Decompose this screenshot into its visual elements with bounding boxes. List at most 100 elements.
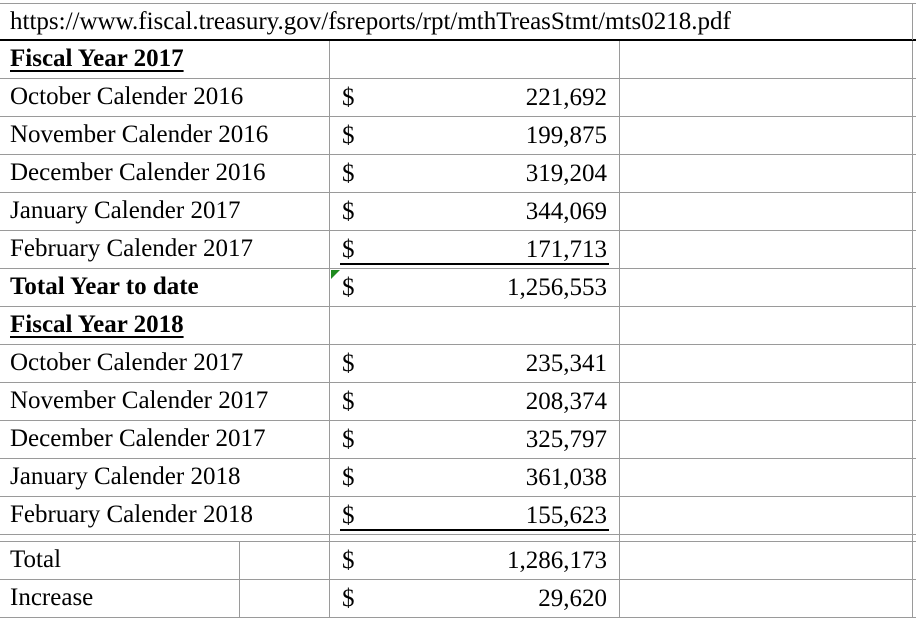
currency-symbol: $ (342, 349, 355, 377)
empty-cell[interactable] (240, 542, 330, 579)
amount-cell[interactable]: $ 1,286,173 (330, 542, 620, 579)
currency-symbol: $ (342, 273, 355, 301)
empty-cell[interactable] (620, 421, 913, 458)
month-label-cell[interactable]: February Calender 2017 (0, 231, 330, 268)
fy2018-header-cell[interactable]: Fiscal Year 2018 (0, 307, 330, 344)
table-row: January Calender 2018 $ 361,038 (0, 459, 916, 497)
currency-symbol: $ (342, 546, 355, 574)
table-row: February Calender 2018 $ 155,623 (0, 497, 916, 535)
amount-cell[interactable]: $ 361,038 (330, 459, 620, 496)
url-cell[interactable]: https://www.fiscal.treasury.gov/fsreport… (0, 4, 913, 40)
empty-cell[interactable] (620, 497, 913, 534)
url-text: https://www.fiscal.treasury.gov/fsreport… (10, 8, 731, 35)
empty-cell[interactable] (330, 41, 620, 78)
amount-value: 361,038 (525, 463, 607, 491)
empty-cell[interactable] (620, 459, 913, 496)
row-label: Total Year to date (10, 273, 199, 300)
month-label-cell[interactable]: November Calender 2017 (0, 383, 330, 420)
month-label-cell[interactable]: October Calender 2016 (0, 79, 330, 116)
table-row: January Calender 2017 $ 344,069 (0, 193, 916, 231)
increase-row: Increase $ 29,620 (0, 580, 916, 618)
amount-value: 325,797 (525, 425, 607, 453)
empty-cell[interactable] (620, 345, 913, 382)
row-label: February Calender 2017 (10, 235, 253, 262)
empty-cell[interactable] (620, 193, 913, 230)
amount-cell[interactable]: $ 344,069 (330, 193, 620, 230)
currency-symbol: $ (342, 584, 355, 612)
amount-cell[interactable]: $ 208,374 (330, 383, 620, 420)
month-label-cell[interactable]: October Calender 2017 (0, 345, 330, 382)
table-row: December Calender 2017 $ 325,797 (0, 421, 916, 459)
total-label-cell[interactable]: Total Year to date (0, 269, 330, 306)
amount-value: 235,341 (525, 349, 607, 377)
empty-cell[interactable] (330, 535, 620, 541)
table-row: November Calender 2017 $ 208,374 (0, 383, 916, 421)
table-row: October Calender 2017 $ 235,341 (0, 345, 916, 383)
row-label: October Calender 2017 (10, 349, 244, 376)
hidden-row-spacer (0, 535, 916, 542)
total-label-cell[interactable]: Total (0, 542, 240, 579)
row-label: December Calender 2016 (10, 159, 266, 186)
grand-total-row: Total $ 1,286,173 (0, 542, 916, 580)
amount-cell[interactable]: $ 29,620 (330, 580, 620, 617)
amount-cell[interactable]: $ 1,256,553 (330, 269, 620, 306)
table-row: October Calender 2016 $ 221,692 (0, 79, 916, 117)
amount-cell[interactable]: $ 199,875 (330, 117, 620, 154)
empty-cell[interactable] (620, 542, 913, 579)
table-row: November Calender 2016 $ 199,875 (0, 117, 916, 155)
currency-symbol: $ (342, 197, 355, 225)
amount-value: 1,286,173 (507, 546, 607, 574)
amount-cell[interactable]: $ 171,713 (330, 231, 620, 268)
month-label-cell[interactable]: January Calender 2017 (0, 193, 330, 230)
amount-cell[interactable]: $ 235,341 (330, 345, 620, 382)
empty-cell[interactable] (620, 79, 913, 116)
month-label-cell[interactable]: December Calender 2017 (0, 421, 330, 458)
amount-cell[interactable]: $ 155,623 (330, 497, 620, 534)
empty-cell[interactable] (620, 155, 913, 192)
increase-label-cell[interactable]: Increase (0, 580, 240, 617)
month-label-cell[interactable]: January Calender 2018 (0, 459, 330, 496)
amount-value: 221,692 (525, 83, 607, 111)
month-label-cell[interactable]: December Calender 2016 (0, 155, 330, 192)
fy2017-total-row: Total Year to date $ 1,256,553 (0, 269, 916, 307)
month-label-cell[interactable]: November Calender 2016 (0, 117, 330, 154)
amount-value: 208,374 (525, 387, 607, 415)
row-label: January Calender 2018 (10, 463, 241, 490)
currency-symbol: $ (342, 463, 355, 491)
currency-symbol: $ (342, 387, 355, 415)
empty-cell[interactable] (620, 117, 913, 154)
empty-cell[interactable] (330, 307, 620, 344)
empty-cell[interactable] (620, 269, 913, 306)
row-label: November Calender 2016 (10, 121, 269, 148)
fy2017-header-row: Fiscal Year 2017 (0, 41, 916, 79)
empty-cell[interactable] (620, 231, 913, 268)
amount-value: 1,256,553 (507, 273, 607, 301)
empty-cell[interactable] (620, 580, 913, 617)
amount-value: 319,204 (525, 159, 607, 187)
month-label-cell[interactable]: February Calender 2018 (0, 497, 330, 534)
row-label: January Calender 2017 (10, 197, 241, 224)
amount-value: 155,623 (525, 501, 607, 529)
empty-cell[interactable] (240, 580, 330, 617)
empty-cell[interactable] (620, 535, 913, 541)
currency-symbol: $ (342, 501, 355, 529)
amount-cell[interactable]: $ 325,797 (330, 421, 620, 458)
empty-cell[interactable] (620, 307, 913, 344)
empty-cell[interactable] (620, 41, 913, 78)
currency-symbol: $ (342, 83, 355, 111)
currency-symbol: $ (342, 159, 355, 187)
fy2017-header-cell[interactable]: Fiscal Year 2017 (0, 41, 330, 78)
amount-value: 29,620 (538, 584, 607, 612)
amount-value: 344,069 (525, 197, 607, 225)
empty-cell[interactable] (620, 383, 913, 420)
row-label: Increase (10, 584, 94, 611)
currency-symbol: $ (342, 235, 355, 263)
empty-cell[interactable] (0, 535, 330, 541)
fy2018-header-text: Fiscal Year 2018 (10, 311, 184, 338)
amount-cell[interactable]: $ 221,692 (330, 79, 620, 116)
amount-cell[interactable]: $ 319,204 (330, 155, 620, 192)
amount-value: 171,713 (525, 235, 607, 263)
row-label: November Calender 2017 (10, 387, 269, 414)
table-row: December Calender 2016 $ 319,204 (0, 155, 916, 193)
